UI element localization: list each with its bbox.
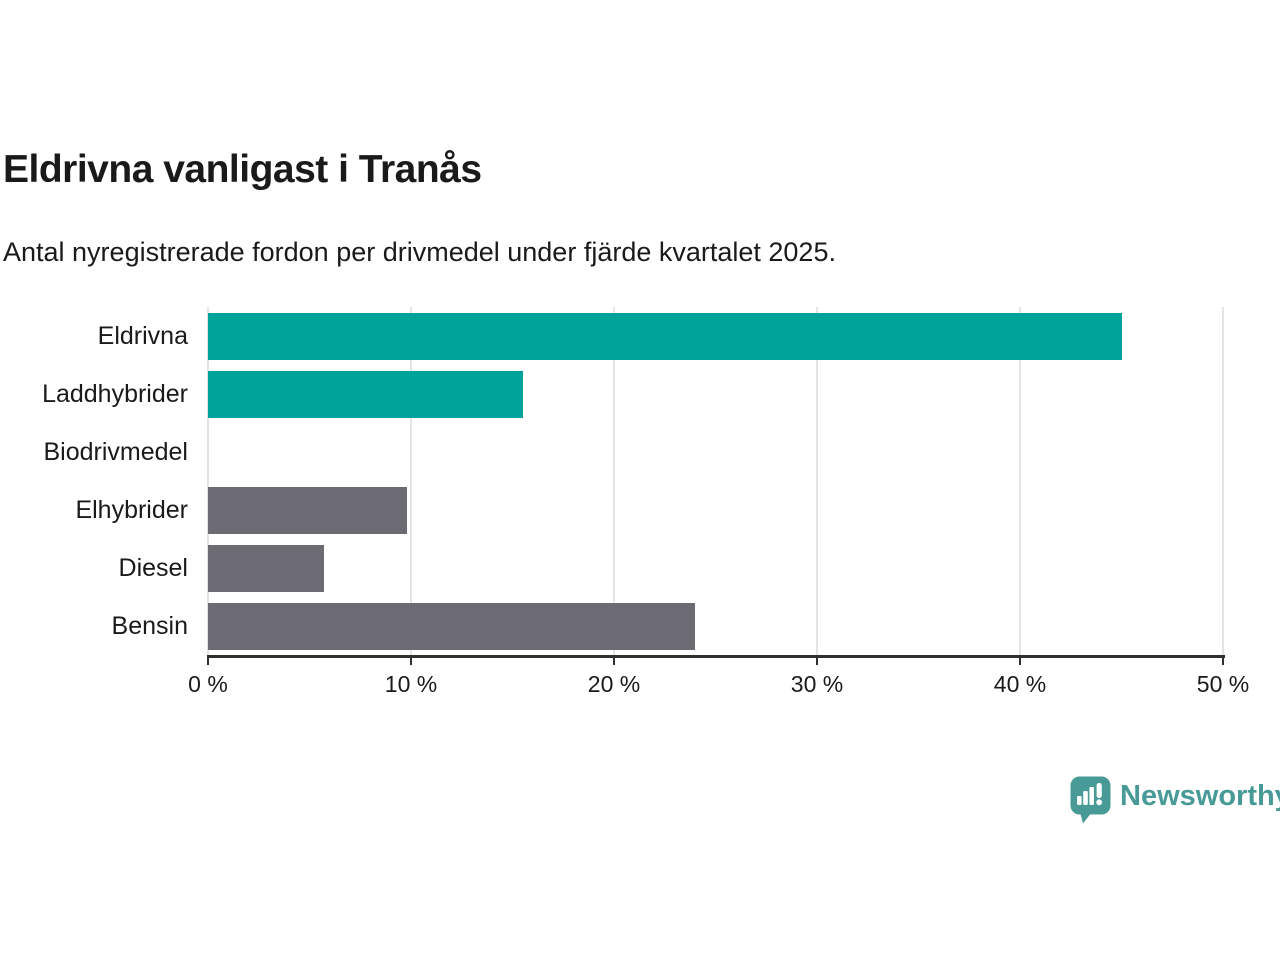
gridline — [207, 307, 209, 655]
x-tick-label: 0 % — [188, 671, 228, 697]
x-tick — [816, 655, 818, 665]
newsworthy-chart-bubble-icon — [1070, 776, 1111, 824]
x-tick-label: 30 % — [790, 671, 844, 697]
bar — [208, 313, 1122, 360]
category-label: Diesel — [118, 554, 188, 582]
category-label: Elhybrider — [75, 496, 188, 524]
gridline — [613, 307, 615, 655]
newsworthy-logo: Newsworthy — [1070, 776, 1280, 824]
x-tick — [1222, 655, 1224, 665]
x-tick — [1019, 655, 1021, 665]
category-label: Biodrivmedel — [43, 438, 188, 466]
x-tick-label: 50 % — [1196, 671, 1250, 697]
chart-title: Eldrivna vanligast i Tranås — [3, 148, 482, 191]
category-label: Laddhybrider — [42, 380, 188, 408]
bar — [208, 371, 523, 418]
x-tick — [410, 655, 412, 665]
bar — [208, 603, 696, 650]
chart-subtitle: Antal nyregistrerade fordon per drivmede… — [3, 237, 836, 267]
x-tick-label: 20 % — [587, 671, 641, 697]
bar-chart-plot-area: Eldrivna Laddhybrider Biodrivmedel Elhybrid… — [42, 307, 1249, 697]
gridline — [1222, 307, 1224, 655]
x-tick — [613, 655, 615, 665]
gridline — [816, 307, 818, 655]
gridline — [1019, 307, 1021, 655]
x-tick-label: 10 % — [384, 671, 438, 697]
category-label: Eldrivna — [97, 322, 188, 350]
category-label: Bensin — [111, 612, 188, 640]
x-tick-label: 40 % — [993, 671, 1047, 697]
newsworthy-logo-text: Newsworthy — [1120, 780, 1280, 812]
bar — [208, 487, 407, 534]
x-axis-line — [207, 655, 1225, 658]
gridline — [410, 307, 412, 655]
bar — [208, 545, 324, 592]
x-tick — [207, 655, 209, 665]
